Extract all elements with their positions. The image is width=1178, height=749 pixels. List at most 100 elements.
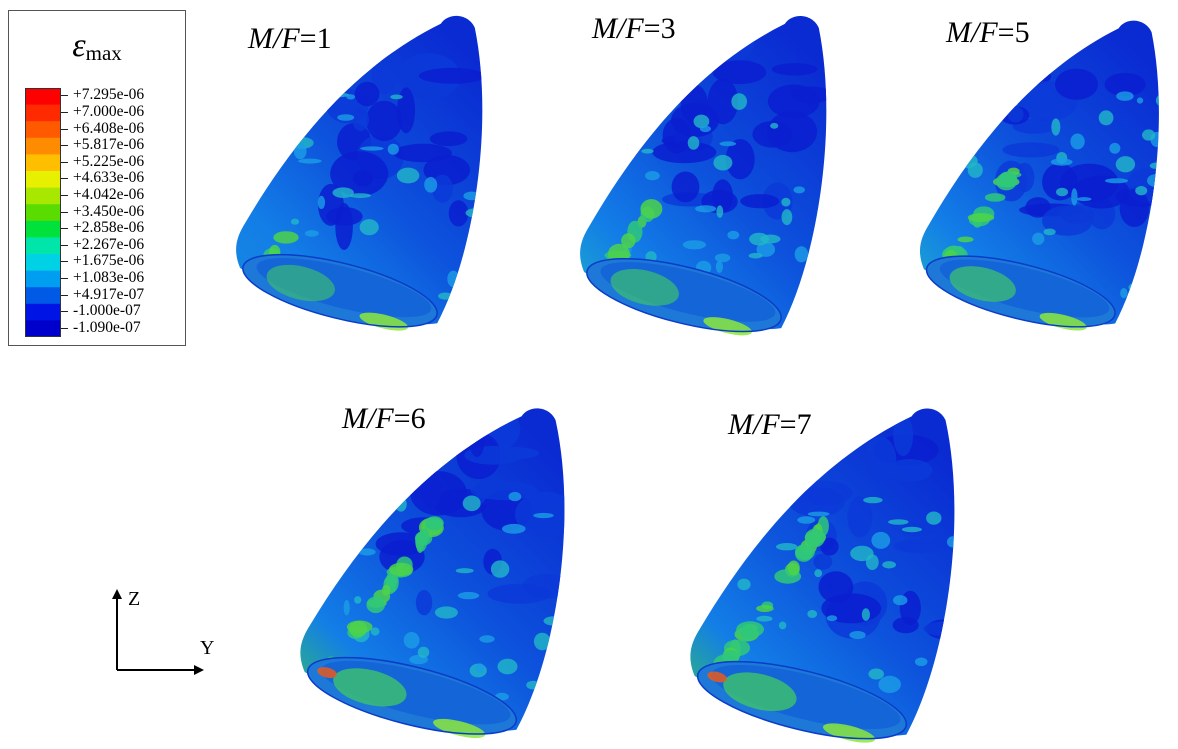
mid-strain-patch [359, 219, 379, 236]
mid-strain-patch [290, 218, 300, 225]
mid-strain-patch [893, 595, 908, 606]
mid-strain-patch [901, 526, 922, 533]
panel-label-value: =1 [299, 22, 332, 55]
mid-strain-patch [955, 107, 974, 115]
mid-strain-patch [370, 627, 380, 636]
high-strain-patch [957, 236, 974, 243]
mid-strain-patch [776, 486, 792, 498]
low-strain-patch [923, 621, 955, 637]
mid-strain-patch [479, 635, 495, 643]
legend-label: +4.917e-07 [73, 285, 145, 303]
legend-label: -1.090e-07 [73, 318, 141, 336]
mid-strain-patch [849, 631, 866, 639]
mid-strain-patch [811, 240, 820, 253]
legend-tick [61, 95, 68, 97]
low-strain-patch [847, 496, 873, 538]
low-strain-patch [864, 436, 897, 483]
cone-base-opening [242, 253, 438, 331]
low-strain-patch [652, 141, 717, 164]
mid-strain-patch [543, 616, 564, 626]
mid-strain-patch [713, 154, 733, 171]
low-strain-patch [1025, 197, 1051, 218]
legend-label: +4.042e-06 [73, 185, 145, 203]
mid-strain-patch [760, 234, 781, 244]
high-strain-patch [240, 285, 250, 297]
legend-tick [61, 194, 68, 196]
low-strain-patch [397, 87, 416, 134]
high-strain-patch [273, 231, 299, 244]
low-strain-patch [431, 174, 453, 203]
cone-surface [919, 20, 1159, 325]
mid-strain-patch [794, 246, 809, 263]
legend-tick [61, 211, 68, 213]
legend-tick [61, 161, 68, 163]
low-strain-patch [423, 154, 471, 186]
y-axis-label: Y [200, 637, 215, 659]
panel-label-mf1: M/F=1 [248, 24, 332, 54]
panel-label-mf3: M/F=3 [592, 14, 676, 44]
mid-strain-patch [863, 496, 883, 504]
mid-strain-patch [526, 680, 540, 690]
mid-strain-patch [882, 561, 896, 569]
mid-strain-patch [756, 615, 773, 622]
legend-label: +7.000e-06 [73, 102, 145, 120]
mid-strain-patch [716, 205, 724, 218]
mid-strain-patch [778, 621, 787, 630]
mid-strain-patch [1155, 94, 1159, 107]
panel-label-prefix: M/F [248, 22, 300, 55]
mid-strain-patch [1050, 158, 1073, 166]
mid-strain-patch [447, 270, 460, 288]
mid-strain-patch [1120, 287, 1128, 299]
mid-strain-patch [424, 177, 438, 193]
mid-strain-patch [293, 143, 307, 160]
mid-strain-patch [490, 560, 510, 578]
cone-model-mf1 [236, 15, 483, 331]
panel-label-value: =3 [643, 12, 676, 45]
mid-strain-patch [1149, 279, 1159, 293]
low-strain-patch [415, 589, 433, 616]
low-strain-patch [352, 108, 369, 131]
mid-strain-patch [475, 663, 485, 673]
low-strain-patch [1119, 189, 1150, 228]
mid-strain-patch [756, 242, 776, 257]
base-green-region [610, 268, 679, 306]
mid-strain-patch [1135, 186, 1148, 196]
legend-tick [61, 145, 68, 147]
axis-triad: Z Y [100, 585, 230, 685]
mid-strain-patch [337, 114, 355, 121]
high-strain-patch [301, 689, 320, 701]
cone-model-mf6 [300, 408, 565, 738]
high-strain-patch [621, 233, 636, 249]
high-strain-patch [366, 596, 385, 614]
mid-strain-patch [737, 578, 751, 591]
low-strain-patch [771, 63, 818, 76]
low-strain-patch [818, 571, 854, 603]
mid-strain-patch [1071, 188, 1078, 206]
legend-symbol: ε [72, 27, 86, 64]
mid-strain-patch [342, 534, 365, 545]
strain-plot-mf7 [686, 400, 976, 745]
legend-tick [61, 228, 68, 230]
mid-strain-patch [1128, 281, 1151, 294]
mid-strain-patch [625, 104, 644, 119]
mid-strain-patch [914, 657, 928, 667]
mid-strain-patch [776, 543, 798, 551]
mid-strain-patch [1056, 187, 1069, 197]
mid-strain-patch [1147, 174, 1159, 187]
mid-strain-patch [533, 512, 554, 519]
legend-bar-outline [25, 88, 61, 337]
mid-strain-patch [748, 252, 763, 259]
low-strain-patch [418, 67, 483, 84]
mid-strain-patch [1043, 228, 1056, 236]
low-strain-patch [1042, 205, 1093, 236]
mid-strain-patch [699, 125, 711, 133]
high-strain-patch [787, 560, 800, 576]
low-strain-patch [767, 111, 818, 153]
base-rim-outline [925, 255, 1116, 328]
legend-tick [61, 178, 68, 180]
legend-swatch [25, 88, 61, 106]
base-green-region [723, 672, 797, 712]
mid-strain-patch [695, 205, 717, 213]
legend-label: +1.675e-06 [73, 252, 145, 270]
high-strain-patch [640, 199, 663, 219]
